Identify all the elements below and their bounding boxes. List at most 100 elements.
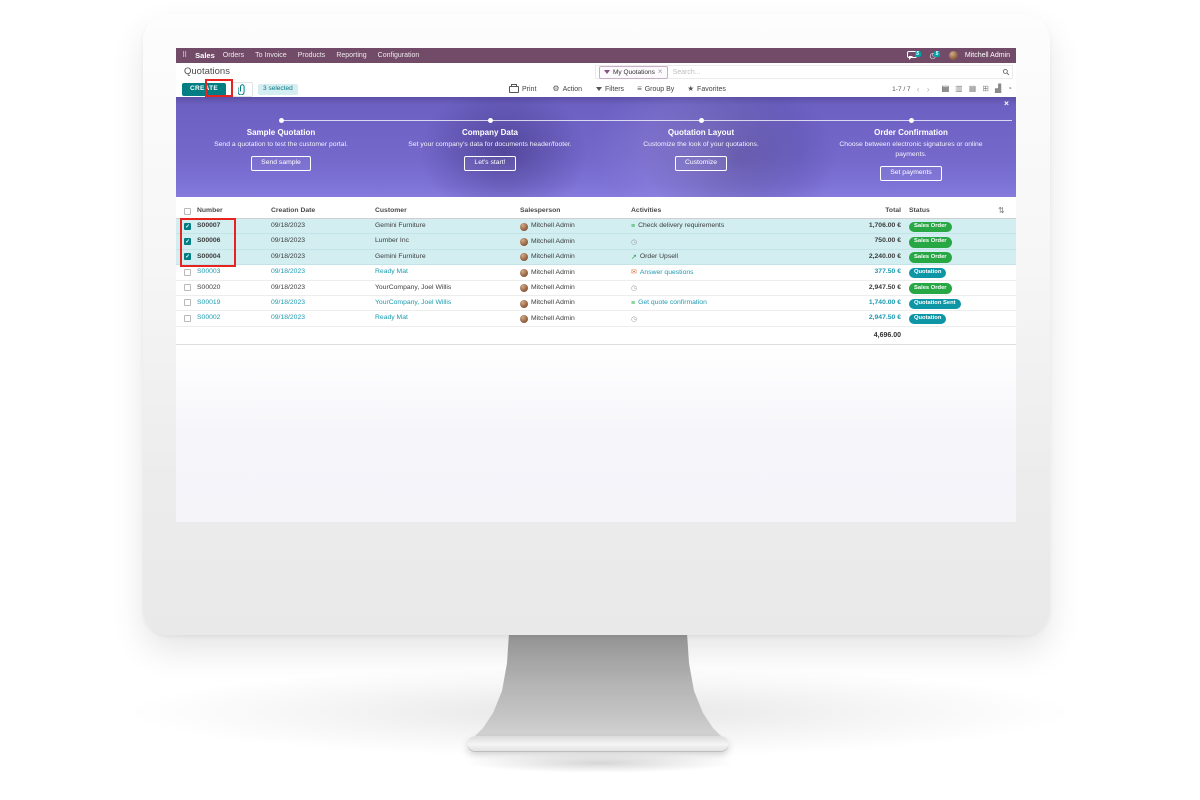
- activity-label: Answer questions: [639, 268, 694, 276]
- row-checkbox[interactable]: ✓: [184, 253, 191, 261]
- action-button[interactable]: ⚙ Action: [552, 84, 583, 93]
- pager-range: 1-7 / 7: [892, 85, 911, 93]
- header-status[interactable]: Status: [909, 207, 930, 214]
- table-row[interactable]: S00019 09/18/2023 YourCompany, Joel Will…: [176, 295, 1016, 312]
- table-row[interactable]: ✓ S00006 09/18/2023 Lumber Inc Mitchell …: [176, 234, 1016, 250]
- table-footer: 4,696.00: [176, 327, 1016, 345]
- set-payments-button[interactable]: Set payments: [880, 166, 942, 182]
- nav-item[interactable]: Configuration: [377, 52, 420, 59]
- banner-close-icon[interactable]: ×: [1004, 98, 1009, 108]
- row-checkbox[interactable]: [184, 268, 191, 276]
- table-row[interactable]: ✓ S00007 09/18/2023 Gemini Furniture Mit…: [176, 219, 1016, 235]
- activities-icon[interactable]: ◷5: [930, 51, 942, 60]
- search-icon[interactable]: ⚲: [999, 66, 1012, 78]
- header-total[interactable]: Total: [885, 207, 901, 214]
- send-sample-button[interactable]: Send sample: [251, 156, 311, 171]
- facet-remove-icon[interactable]: ×: [657, 67, 663, 76]
- kanban-view-icon[interactable]: ▥: [955, 84, 963, 93]
- row-checkbox[interactable]: [184, 299, 191, 307]
- onboarding-step-quotation-layout: Quotation Layout Customize the look of y…: [596, 128, 806, 171]
- search-facet[interactable]: My Quotations ×: [599, 65, 668, 79]
- list-view-icon[interactable]: ▤: [941, 84, 950, 93]
- cell-creation-date: 09/18/2023: [271, 222, 306, 229]
- cell-total: 750.00 €: [874, 237, 901, 245]
- monitor-base: [468, 736, 728, 751]
- header-activities[interactable]: Activities: [631, 207, 662, 214]
- app-menu-sales[interactable]: Sales: [195, 51, 215, 60]
- nav-item[interactable]: Products: [297, 52, 326, 59]
- create-button[interactable]: CREATE: [182, 83, 227, 96]
- search-input[interactable]: My Quotations × Search... ⚲: [595, 65, 1013, 79]
- graph-view-icon[interactable]: ▟: [995, 84, 1002, 93]
- activity-label: Get quote confirmation: [638, 299, 707, 307]
- salesperson-avatar: [520, 315, 528, 324]
- header-creation-date[interactable]: Creation Date: [271, 207, 316, 214]
- monitor-frame: ⠿ Sales Orders To Invoice Products Reportin…: [143, 14, 1050, 635]
- row-checkbox[interactable]: [184, 284, 191, 292]
- lets-start-button[interactable]: Let's start!: [464, 156, 516, 171]
- footer-total: 4,696.00: [873, 332, 901, 339]
- salesperson-avatar: [520, 253, 528, 262]
- cell-customer: Ready Mat: [375, 314, 408, 322]
- attachment-button[interactable]: [231, 82, 254, 97]
- monitor-stand: [472, 633, 724, 745]
- cell-total: 2,947.50 €: [868, 283, 901, 291]
- cell-activities[interactable]: ≡ Get quote confirmation: [631, 296, 707, 311]
- customize-button[interactable]: Customize: [674, 156, 728, 171]
- header-number[interactable]: Number: [197, 207, 223, 214]
- user-name[interactable]: Mitchell Admin: [964, 52, 1010, 59]
- cell-total: 1,740.00 €: [868, 298, 901, 306]
- activity-icon: ≡: [631, 300, 636, 308]
- header-salesperson[interactable]: Salesperson: [520, 207, 561, 214]
- select-all-checkbox[interactable]: [184, 207, 191, 215]
- table-header: Number Creation Date Customer Salesperso…: [176, 204, 1016, 219]
- cell-activities[interactable]: ≡ Check delivery requirements: [631, 219, 724, 234]
- filters-button[interactable]: Filters: [596, 86, 624, 93]
- table-row[interactable]: S00003 09/18/2023 Ready Mat Mitchell Adm…: [176, 265, 1016, 281]
- step-dot: [698, 118, 704, 123]
- printer-icon: [509, 83, 519, 93]
- app-window: ⠿ Sales Orders To Invoice Products Reportin…: [176, 48, 1016, 522]
- group-by-button[interactable]: ≡ Group By: [637, 84, 675, 93]
- cell-customer: Lumber Inc: [375, 237, 410, 245]
- pivot-view-icon[interactable]: ⊞: [982, 84, 989, 93]
- row-checkbox[interactable]: ✓: [184, 222, 191, 230]
- cell-activities[interactable]: ◷: [631, 311, 640, 326]
- favorites-button[interactable]: ★ Favorites: [687, 84, 726, 94]
- table-row[interactable]: S00002 09/18/2023 Ready Mat Mitchell Adm…: [176, 311, 1016, 327]
- breadcrumb-row: Quotations My Quotations × Search... ⚲: [176, 63, 1016, 81]
- messages-icon[interactable]: 5: [906, 51, 923, 60]
- row-checkbox[interactable]: ✓: [184, 237, 191, 245]
- cell-salesperson: Mitchell Admin: [520, 311, 575, 326]
- cell-salesperson: Mitchell Admin: [520, 281, 575, 296]
- messages-badge: 5: [914, 51, 921, 57]
- calendar-view-icon[interactable]: ▦: [968, 84, 977, 93]
- cell-activities[interactable]: ◷: [631, 281, 640, 296]
- optional-columns-icon[interactable]: ⇅: [998, 206, 1005, 215]
- cell-number: S00002: [197, 314, 221, 322]
- row-checkbox[interactable]: [184, 314, 191, 322]
- status-badge: Sales Order: [909, 236, 952, 248]
- apps-grid-icon[interactable]: ⠿: [182, 52, 188, 59]
- activity-view-icon[interactable]: ◔: [1007, 84, 1012, 93]
- pager-next-icon[interactable]: ›: [926, 83, 930, 94]
- user-avatar[interactable]: [948, 51, 958, 60]
- cell-customer: Gemini Furniture: [375, 252, 426, 260]
- cell-number: S00007: [197, 222, 221, 229]
- nav-item[interactable]: To Invoice: [255, 52, 287, 59]
- cell-activities[interactable]: ◷: [631, 234, 640, 249]
- cell-activities[interactable]: ↗ Order Upsell: [631, 250, 678, 265]
- cell-activities[interactable]: ✉ Answer questions: [631, 265, 694, 280]
- table-row[interactable]: ✓ S00004 09/18/2023 Gemini Furniture Mit…: [176, 249, 1016, 266]
- nav-item[interactable]: Orders: [222, 52, 245, 59]
- table-row[interactable]: S00020 09/18/2023 YourCompany, Joel Will…: [176, 280, 1016, 296]
- nav-item[interactable]: Reporting: [336, 52, 367, 59]
- header-customer[interactable]: Customer: [375, 207, 407, 214]
- step-description: Customize the look of your quotations.: [643, 141, 759, 148]
- pager-previous-icon[interactable]: ‹: [916, 83, 920, 94]
- monitor-base-shadow: [420, 750, 780, 776]
- onboarding-step-company-data: Company Data Set your company's data for…: [385, 128, 595, 171]
- print-button[interactable]: Print: [509, 83, 536, 93]
- cell-total: 2,947.50 €: [868, 314, 901, 322]
